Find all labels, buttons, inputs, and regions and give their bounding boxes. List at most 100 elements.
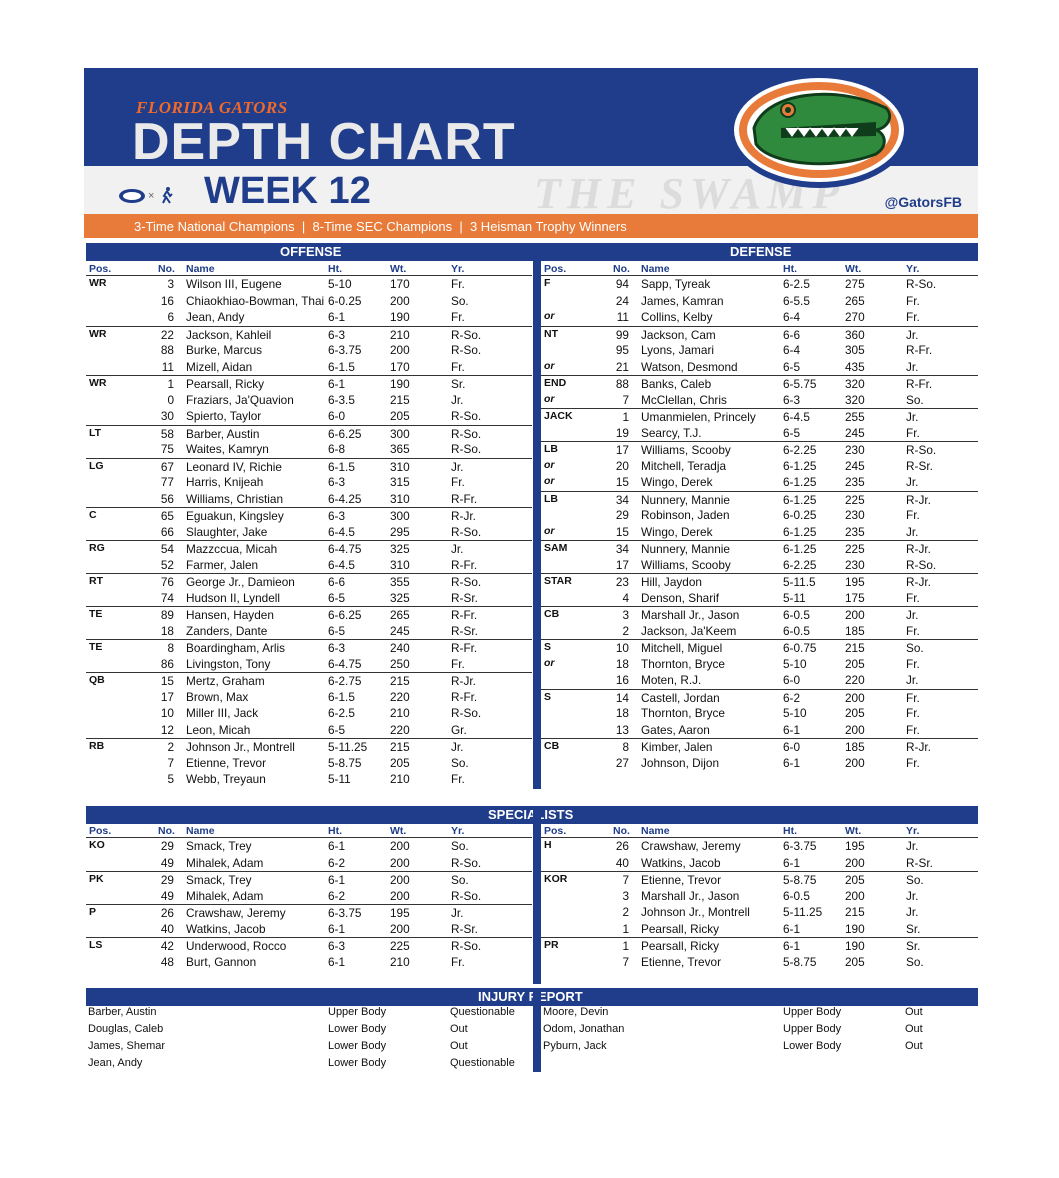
injury-status: Out xyxy=(905,1006,923,1018)
header-ht: Ht. xyxy=(783,263,797,275)
player-year: Jr. xyxy=(906,905,919,919)
player-name: Sapp, Tyreak xyxy=(641,277,711,291)
player-year: Jr. xyxy=(906,888,919,903)
jersey-number: 18 xyxy=(615,706,629,720)
player-weight: 230 xyxy=(845,508,865,522)
jersey-number: 5 xyxy=(167,772,174,786)
player-name: Jackson, Cam xyxy=(641,327,716,342)
player-height: 6-1.25 xyxy=(783,492,817,507)
player-weight: 220 xyxy=(390,722,410,737)
header-pos: Pos. xyxy=(544,825,567,837)
position-label: S xyxy=(544,641,552,653)
player-weight: 210 xyxy=(390,954,410,969)
player-weight: 235 xyxy=(845,524,865,539)
player-row: WR 22 Jackson, Kahleil 6-3 210 R-So. xyxy=(86,325,532,343)
player-weight: 320 xyxy=(845,392,865,407)
player-name: Leon, Micah xyxy=(186,722,251,737)
header-no: No. xyxy=(158,263,175,275)
player-weight: 205 xyxy=(390,409,410,423)
injury-row: Moore, Devin Upper Body Out xyxy=(541,1005,987,1022)
header-yr: Yr. xyxy=(906,825,920,837)
header-name: Name xyxy=(186,825,215,837)
player-weight: 220 xyxy=(845,673,865,687)
player-height: 6-2.25 xyxy=(783,557,817,572)
player-name: Wingo, Derek xyxy=(641,475,713,489)
player-name: Webb, Treyaun xyxy=(186,772,266,786)
player-year: Fr. xyxy=(906,293,920,308)
player-row: LB 17 Williams, Scooby 6-2.25 230 R-So. xyxy=(541,441,978,458)
player-year: Gr. xyxy=(451,722,467,737)
gator-head-logo-icon xyxy=(728,72,910,188)
player-height: 6-1.5 xyxy=(328,359,355,374)
jersey-number: 40 xyxy=(615,855,629,870)
player-year: R-So. xyxy=(451,426,482,441)
player-year: Fr. xyxy=(906,755,920,770)
defense-heading: DEFENSE xyxy=(730,244,792,259)
jersey-number: 88 xyxy=(615,377,629,391)
player-name: Mitchell, Miguel xyxy=(641,641,723,655)
player-year: Jr. xyxy=(906,524,919,539)
player-row: TE 89 Hansen, Hayden 6-6.25 265 R-Fr. xyxy=(86,606,532,623)
player-weight: 190 xyxy=(845,921,865,936)
player-weight: 310 xyxy=(390,557,410,572)
jersey-number: 54 xyxy=(160,542,174,556)
injured-player-name: Jean, Andy xyxy=(88,1057,143,1069)
alternate-tag: or xyxy=(544,392,555,405)
player-weight: 230 xyxy=(845,443,865,457)
player-row: LB 34 Nunnery, Mannie 6-1.25 225 R-Jr. xyxy=(541,490,978,508)
player-weight: 195 xyxy=(390,906,410,920)
player-row: LS 42 Underwood, Rocco 6-3 225 R-So. xyxy=(86,937,532,954)
player-weight: 355 xyxy=(390,575,410,589)
position-label: H xyxy=(544,839,552,851)
injury-body-part: Lower Body xyxy=(328,1023,387,1035)
player-name: Jackson, Ja'Keem xyxy=(641,623,737,638)
player-weight: 190 xyxy=(390,377,410,391)
header-wt: Wt. xyxy=(845,825,862,837)
player-weight: 215 xyxy=(845,905,865,919)
jersey-number: 19 xyxy=(615,425,629,440)
player-year: R-Sr. xyxy=(451,623,478,638)
header-no: No. xyxy=(613,263,630,275)
player-weight: 200 xyxy=(845,722,865,737)
player-name: Robinson, Jaden xyxy=(641,508,730,522)
jersey-number: 58 xyxy=(160,426,174,441)
position-label: PR xyxy=(544,939,559,951)
player-weight: 200 xyxy=(390,855,410,870)
jersey-number: 29 xyxy=(615,508,629,522)
player-row: QB 15 Mertz, Graham 6-2.75 215 R-Jr. xyxy=(86,672,532,689)
player-name: Lyons, Jamari xyxy=(641,343,714,357)
injury-status: Out xyxy=(905,1023,923,1035)
jersey-number: 86 xyxy=(160,656,174,671)
player-height: 6-4.5 xyxy=(328,557,355,572)
player-row: 48 Burt, Gannon 6-1 210 Fr. xyxy=(86,954,532,971)
player-name: Pearsall, Ricky xyxy=(641,939,720,953)
player-height: 6-1 xyxy=(328,377,346,391)
injured-player-name: Pyburn, Jack xyxy=(543,1040,607,1052)
player-row: 7 Etienne, Trevor 5-8.75 205 So. xyxy=(541,954,978,971)
player-name: Leonard IV, Richie xyxy=(186,459,282,474)
player-name: Underwood, Rocco xyxy=(186,939,287,953)
player-name: Williams, Christian xyxy=(186,491,284,506)
injury-right-list: Moore, Devin Upper Body Out Odom, Jonathan U… xyxy=(541,1005,987,1056)
player-row: 30 Spierto, Taylor 6-0 205 R-So. xyxy=(86,408,532,425)
player-name: Smack, Trey xyxy=(186,839,252,853)
jersey-number: 7 xyxy=(622,392,629,407)
player-name: Collins, Kelby xyxy=(641,310,713,324)
player-row: or 11 Collins, Kelby 6-4 270 Fr. xyxy=(541,309,978,326)
player-year: R-So. xyxy=(451,575,482,589)
jersey-number: 48 xyxy=(160,954,174,969)
player-weight: 210 xyxy=(390,772,410,786)
player-year: Jr. xyxy=(906,673,919,687)
player-weight: 200 xyxy=(390,921,410,936)
player-year: R-Jr. xyxy=(906,542,931,556)
player-weight: 225 xyxy=(390,939,410,953)
injury-row: Jean, Andy Lower Body Questionable xyxy=(86,1056,532,1073)
player-row: 29 Robinson, Jaden 6-0.25 230 Fr. xyxy=(541,507,978,524)
player-year: So. xyxy=(906,392,924,407)
specialists-divider xyxy=(533,806,541,984)
player-row: 17 Williams, Scooby 6-2.25 230 R-So. xyxy=(541,557,978,574)
player-height: 6-3 xyxy=(328,327,346,342)
twitter-handle[interactable]: @GatorsFB xyxy=(884,194,962,210)
player-height: 6-2.25 xyxy=(783,443,817,457)
player-year: R-So. xyxy=(451,939,482,953)
